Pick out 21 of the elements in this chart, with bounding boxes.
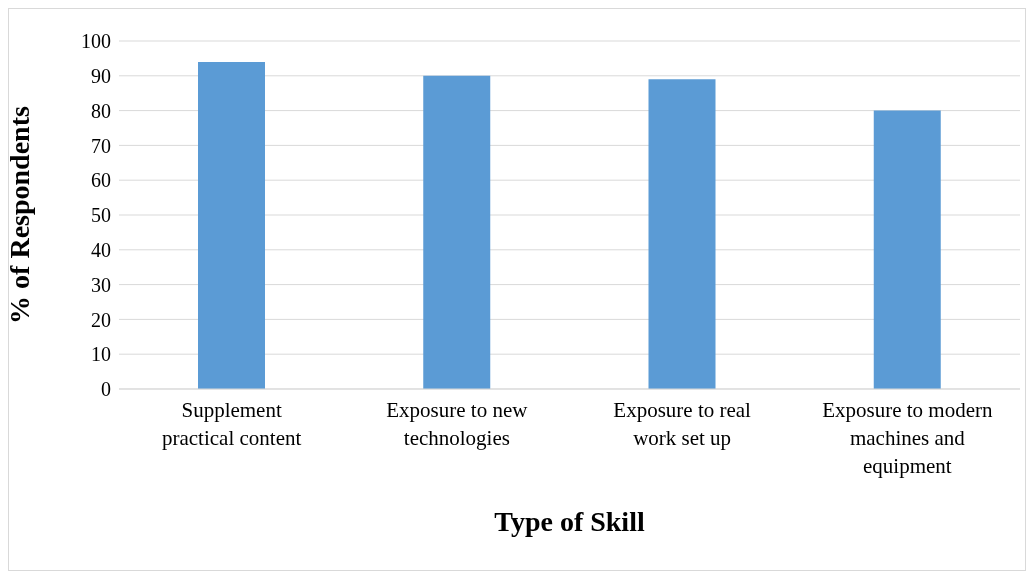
y-tick-label: 100 [81, 30, 111, 53]
y-tick-label: 30 [91, 273, 111, 296]
x-tick-label: Exposure to real work set up [613, 398, 752, 450]
y-tick-label: 40 [91, 238, 111, 261]
x-tick-label: Exposure to new technologies [386, 398, 529, 450]
x-tick-label: Exposure to modern machines and equipment [822, 398, 994, 478]
y-tick-label: 10 [91, 343, 111, 366]
x-axis-title: Type of Skill [494, 506, 645, 537]
y-tick-label: 20 [91, 308, 111, 331]
bar [873, 110, 941, 389]
y-tick-label: 70 [91, 134, 111, 157]
y-tick-label: 50 [91, 204, 111, 227]
y-axis-title: % of Respondents [3, 106, 35, 324]
bar [198, 61, 265, 389]
bar [423, 75, 491, 389]
y-tick-label: 90 [91, 64, 111, 87]
y-tick-label: 0 [101, 378, 111, 401]
bar [648, 79, 716, 389]
x-tick-label: Supplement practical content [161, 398, 302, 450]
y-tick-label: 80 [91, 99, 111, 122]
y-tick-label: 60 [91, 169, 111, 192]
